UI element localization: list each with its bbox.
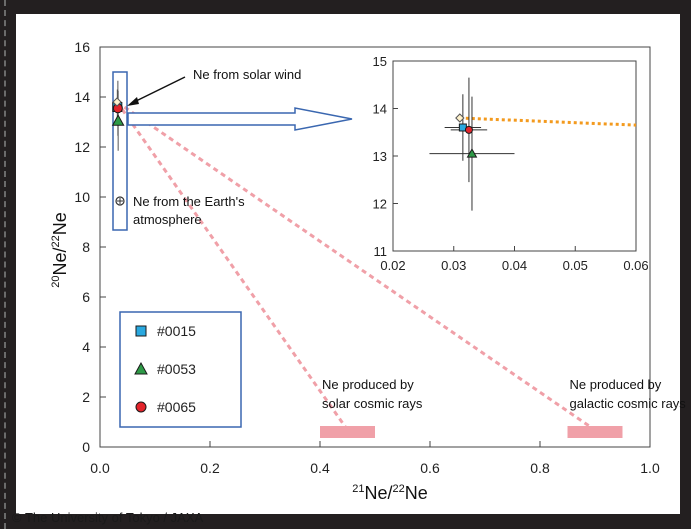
- legend-marker: [135, 401, 147, 413]
- x-tick-label: 0.2: [200, 460, 220, 476]
- inset-y-tick-label: 15: [373, 54, 387, 69]
- inset-y-tick-label: 13: [373, 149, 387, 164]
- atmosphere-label-line2: atmosphere: [133, 212, 202, 227]
- y-tick-label: 0: [82, 439, 90, 455]
- solar-wind-pointer-head: [127, 97, 139, 106]
- x-axis-label: 21Ne/22Ne: [352, 483, 428, 503]
- inset-y-tick-label: 14: [373, 102, 387, 117]
- solar-wind-point: [112, 97, 122, 107]
- legend-marker: [135, 325, 147, 337]
- inset-mixing-line: [459, 116, 637, 127]
- inset-data-point: [464, 125, 473, 134]
- y-tick-label: 4: [82, 339, 90, 355]
- inset-x-tick-label: 0.03: [441, 258, 466, 273]
- y-tick-label: 2: [82, 389, 90, 405]
- x-tick-label: 1.0: [640, 460, 660, 476]
- inset-plot-area: [392, 60, 637, 252]
- legend-label: #0065: [157, 399, 196, 415]
- inset-x-tick-label: 0.02: [380, 258, 405, 273]
- solar-wind-pointer: [131, 76, 186, 104]
- y-axis-label: 20Ne/22Ne: [50, 212, 70, 288]
- svg-text:20Ne/22Ne: 20Ne/22Ne: [50, 212, 70, 288]
- legend-label: #0053: [157, 361, 196, 377]
- zoom-arrow: [127, 107, 353, 131]
- zoom-box: [112, 71, 128, 231]
- mixing-line: [115, 101, 349, 431]
- inset-data-point: [466, 148, 478, 158]
- inset-solar-wind-point: [455, 113, 465, 123]
- y-tick-label: 6: [82, 289, 90, 305]
- inset-x-tick-label: 0.06: [623, 258, 648, 273]
- region-label-line1: Ne produced by: [570, 377, 662, 392]
- x-tick-label: 0.6: [420, 460, 440, 476]
- y-tick-label: 16: [74, 39, 90, 55]
- y-tick-label: 10: [74, 189, 90, 205]
- region-label-line2: solar cosmic rays: [322, 396, 423, 411]
- region-label-line1: Ne produced by: [322, 377, 414, 392]
- main-data-point: [111, 114, 125, 126]
- y-tick-label: 8: [82, 239, 90, 255]
- x-tick-label: 0.4: [310, 460, 330, 476]
- x-tick-label: 0.8: [530, 460, 550, 476]
- inset-y-tick-label: 12: [373, 197, 387, 212]
- mixing-line: [116, 100, 596, 432]
- solar-wind-label: Ne from solar wind: [193, 67, 301, 82]
- inset-y-tick-label: 11: [374, 244, 388, 259]
- cosmic-ray-region: [567, 426, 623, 438]
- x-tick-label: 0.0: [90, 460, 110, 476]
- y-tick-label: 12: [74, 139, 90, 155]
- region-label-line2: galactic cosmic rays: [570, 396, 687, 411]
- legend-label: #0015: [157, 323, 196, 339]
- legend-marker: [134, 361, 148, 375]
- inset-x-tick-label: 0.04: [502, 258, 527, 273]
- cosmic-ray-region: [320, 426, 375, 438]
- dashed-border: [4, 0, 6, 529]
- atmosphere-label-line1: Ne from the Earth's: [133, 194, 245, 209]
- y-tick-label: 14: [74, 89, 90, 105]
- credit-text: © The University of Tokyo / JAXA: [12, 510, 204, 525]
- inset-x-tick-label: 0.05: [563, 258, 588, 273]
